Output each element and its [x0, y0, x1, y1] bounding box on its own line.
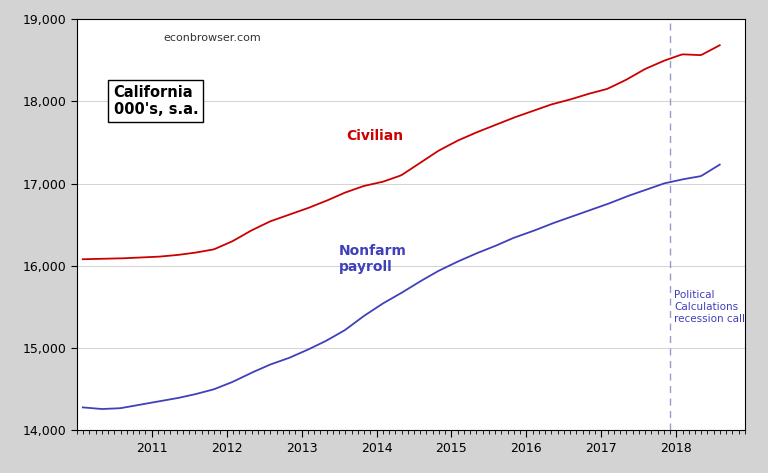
Text: econbrowser.com: econbrowser.com: [164, 33, 261, 44]
Text: Nonfarm
payroll: Nonfarm payroll: [339, 244, 407, 274]
Text: Political
Calculations
recession call: Political Calculations recession call: [674, 290, 745, 324]
Text: California
000's, s.a.: California 000's, s.a.: [114, 85, 198, 117]
Text: Civilian: Civilian: [346, 129, 404, 143]
